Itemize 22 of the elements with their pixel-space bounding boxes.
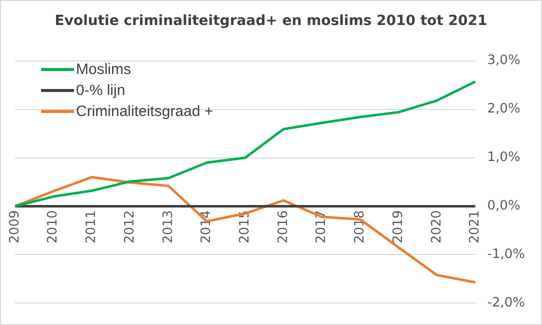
legend-label: Criminaliteitsgraad + xyxy=(76,103,214,120)
y-tick-label: 0,0% xyxy=(487,198,520,214)
x-tick-label: 2021 xyxy=(468,210,483,244)
y-tick-label: 3,0% xyxy=(487,53,520,68)
legend-label: Moslims xyxy=(76,61,131,78)
y-tick-label: 1,0% xyxy=(487,150,520,166)
x-tick-label: 2013 xyxy=(160,210,176,244)
y-tick-label: 2,0% xyxy=(487,102,520,117)
x-tick-label: 2020 xyxy=(429,210,444,244)
x-tick-label: 2019 xyxy=(390,210,406,244)
chart-title: Evolutie criminaliteitgraad+ en moslims 2010 tot 2021 xyxy=(54,13,488,29)
x-tick-label: 2012 xyxy=(122,210,138,244)
x-tick-label: 2018 xyxy=(352,210,368,244)
x-tick-label: 2017 xyxy=(314,210,330,244)
legend-label: 0-% lijn xyxy=(76,82,126,99)
x-tick-label: 2010 xyxy=(46,210,61,244)
x-tick-label: 2016 xyxy=(276,210,291,244)
y-tick-label: -2,0% xyxy=(487,296,525,311)
x-tick-label: 2014 xyxy=(199,210,214,244)
x-tick-label: 2009 xyxy=(7,210,22,244)
x-tick-label: 2011 xyxy=(84,210,100,244)
y-tick-label: -1,0% xyxy=(487,247,525,262)
